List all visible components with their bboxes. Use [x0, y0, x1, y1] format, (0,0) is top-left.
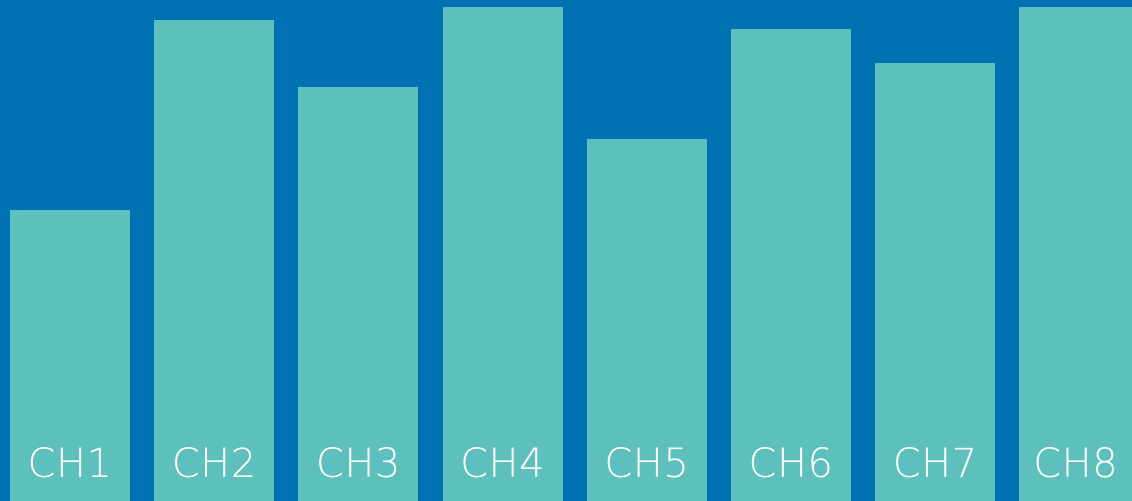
channel-label-ch6: CH6 — [748, 441, 834, 487]
channel-label-ch1: CH1 — [27, 441, 113, 487]
channel-bar-ch1: CH1 — [10, 210, 130, 501]
channel-bar-ch5: CH5 — [586, 138, 707, 501]
channel-bar-ch4: CH4 — [442, 7, 563, 501]
channel-label-ch8: CH8 — [1033, 441, 1119, 487]
channel-label-ch2: CH2 — [171, 441, 257, 487]
channel-bar-ch8: CH8 — [1019, 7, 1132, 501]
channel-bar-ch7: CH7 — [875, 63, 996, 501]
channel-bar-ch2: CH2 — [154, 20, 275, 501]
channel-label-ch3: CH3 — [315, 441, 401, 487]
channel-bar-ch3: CH3 — [298, 87, 419, 501]
channel-label-ch4: CH4 — [460, 441, 546, 487]
channel-label-ch7: CH7 — [892, 441, 978, 487]
channel-bar-ch6: CH6 — [731, 29, 851, 501]
channel-label-ch5: CH5 — [604, 441, 690, 487]
